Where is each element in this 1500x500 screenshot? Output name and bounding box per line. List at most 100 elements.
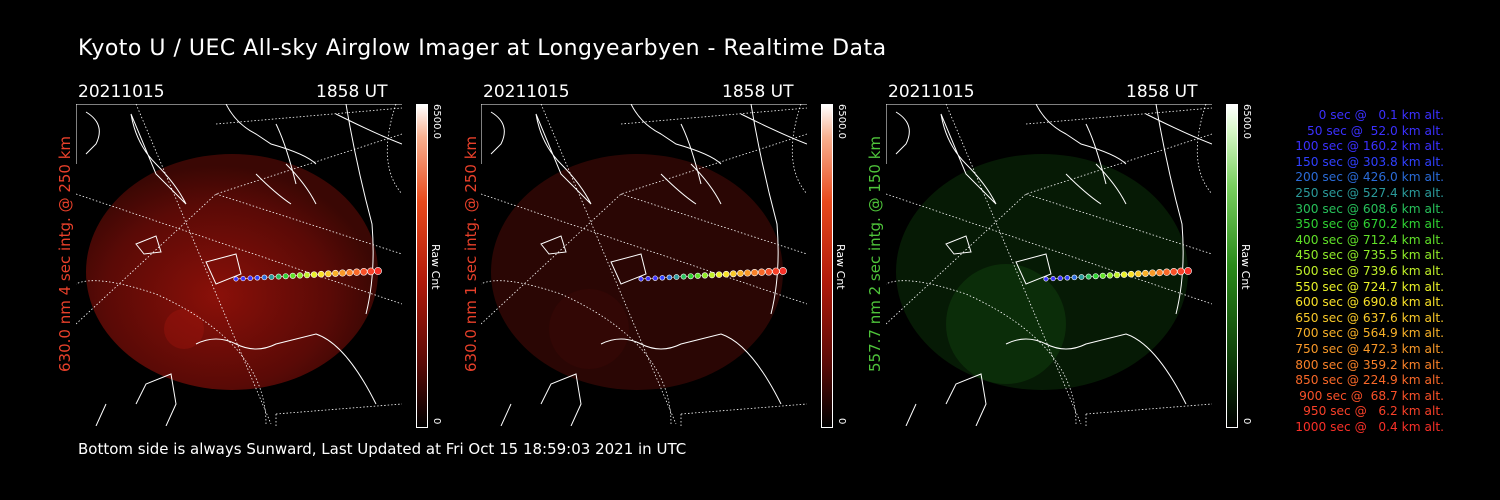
trajectory-point bbox=[743, 269, 752, 277]
trajectory-point bbox=[1170, 268, 1178, 276]
panel1-cbar-max: 6500.0 bbox=[431, 104, 442, 139]
trajectory-point bbox=[1177, 267, 1185, 276]
panel3-date: 20211015 bbox=[888, 82, 975, 102]
trajectory-point bbox=[1113, 271, 1121, 279]
trajectory-point bbox=[1141, 269, 1149, 277]
footer-status: Bottom side is always Sunward, Last Upda… bbox=[78, 440, 687, 458]
panel3-cbar-min: 0 bbox=[1241, 418, 1252, 425]
panel1-ylabel: 630.0 nm 4 sec intg. @ 250 km bbox=[56, 135, 74, 372]
trajectory-point bbox=[701, 272, 709, 279]
trajectory-point bbox=[254, 275, 261, 281]
legend-row: 0 sec @ 0.1 km alt. bbox=[1318, 108, 1444, 122]
panel2-ylabel: 630.0 nm 1 sec intg. @ 250 km bbox=[462, 135, 480, 372]
panel2-cbar-min: 0 bbox=[836, 418, 847, 425]
trajectory-point bbox=[736, 269, 744, 277]
panel2-time: 1858 UT bbox=[722, 82, 794, 102]
panel1-allsky-image bbox=[76, 104, 402, 426]
trajectory-point bbox=[638, 276, 644, 282]
panel1-cbar-min: 0 bbox=[431, 418, 442, 425]
legend-row: 950 sec @ 6.2 km alt. bbox=[1303, 404, 1444, 419]
trajectory-point bbox=[722, 270, 730, 278]
trajectory-point bbox=[1099, 272, 1106, 279]
legend-row: 250 sec @ 527.4 km alt. bbox=[1295, 185, 1444, 200]
trajectory-point bbox=[680, 273, 687, 280]
panel3-ylabel: 557.7 nm 2 sec intg. @ 150 km bbox=[866, 135, 884, 372]
trajectory-point bbox=[374, 267, 382, 275]
trajectory-point bbox=[750, 268, 759, 277]
panel1-trajectory bbox=[233, 267, 382, 282]
legend-row: 450 sec @ 735.5 km alt. bbox=[1295, 248, 1444, 263]
legend-row: 400 sec @ 712.4 km alt. bbox=[1295, 232, 1444, 247]
page-title: Kyoto U / UEC All-sky Airglow Imager at … bbox=[78, 36, 887, 61]
trajectory-point bbox=[652, 275, 658, 281]
panel1-colorbar bbox=[416, 104, 428, 428]
trajectory-point bbox=[708, 271, 716, 279]
legend-row: 200 sec @ 426.0 km alt. bbox=[1295, 170, 1444, 185]
trajectory-point bbox=[1092, 273, 1099, 280]
trajectory-point bbox=[324, 270, 332, 278]
legend-row: 500 sec @ 739.6 km alt. bbox=[1295, 263, 1444, 278]
trajectory-point bbox=[1057, 275, 1063, 281]
trajectory-point bbox=[331, 269, 339, 277]
trajectory-point bbox=[233, 276, 239, 282]
trajectory-point bbox=[1106, 272, 1114, 279]
trajectory-point bbox=[303, 271, 311, 279]
panel1-date: 20211015 bbox=[78, 82, 165, 102]
trajectory-point bbox=[1043, 276, 1049, 282]
legend-row: 550 sec @ 724.7 km alt. bbox=[1295, 279, 1444, 294]
panel2-date: 20211015 bbox=[483, 82, 570, 102]
panel3-allsky-image bbox=[886, 104, 1212, 426]
panel2-trajectory bbox=[638, 267, 787, 282]
trajectory-point bbox=[779, 267, 787, 275]
trajectory-point bbox=[1155, 268, 1164, 277]
trajectory-point bbox=[360, 268, 368, 276]
trajectory-point bbox=[1184, 267, 1192, 275]
panel2-colorbar bbox=[821, 104, 833, 428]
trajectory-point bbox=[367, 267, 375, 276]
trajectory-point bbox=[729, 270, 737, 278]
trajectory-point bbox=[758, 268, 766, 276]
legend-row: 700 sec @ 564.9 km alt. bbox=[1295, 326, 1444, 341]
legend-row: 1000 sec @ 0.4 km alt. bbox=[1295, 419, 1444, 434]
legend-row: 650 sec @ 637.6 km alt. bbox=[1295, 310, 1444, 325]
trajectory-point bbox=[715, 271, 723, 278]
trajectory-point bbox=[1064, 275, 1071, 281]
trajectory-point bbox=[317, 270, 325, 278]
trajectory-point bbox=[659, 275, 666, 281]
trajectory-point bbox=[673, 274, 680, 280]
trajectory-point bbox=[1085, 273, 1092, 280]
trajectory-point bbox=[1148, 269, 1157, 277]
panel3-time: 1858 UT bbox=[1126, 82, 1198, 102]
panel3-trajectory bbox=[1043, 267, 1192, 282]
trajectory-point bbox=[296, 272, 304, 279]
panel3-colorbar bbox=[1226, 104, 1238, 428]
trajectory-point bbox=[1163, 268, 1171, 276]
panel2-cbar-max: 6500.0 bbox=[836, 104, 847, 139]
panel3-cbar-unit: Raw Cnt bbox=[1239, 244, 1252, 290]
trajectory-point bbox=[645, 276, 651, 282]
trajectory-point bbox=[765, 268, 773, 276]
legend-row: 600 sec @ 690.8 km alt. bbox=[1295, 295, 1444, 310]
altitude-legend: 0 sec @ 0.1 km alt. 50 sec @ 52.0 km alt.… bbox=[1295, 108, 1444, 435]
trajectory-point bbox=[240, 276, 246, 282]
panel3-cbar-max: 6500.0 bbox=[1241, 104, 1252, 139]
trajectory-point bbox=[289, 272, 296, 279]
trajectory-point bbox=[353, 268, 361, 276]
legend-row: 100 sec @ 160.2 km alt. bbox=[1295, 139, 1444, 154]
trajectory-point bbox=[687, 273, 694, 280]
trajectory-point bbox=[1120, 271, 1128, 278]
trajectory-point bbox=[694, 272, 701, 279]
legend-row: 350 sec @ 670.2 km alt. bbox=[1295, 217, 1444, 232]
trajectory-point bbox=[275, 273, 282, 280]
panel2-allsky-image bbox=[481, 104, 807, 426]
trajectory-point bbox=[772, 267, 780, 276]
panel1-cbar-unit: Raw Cnt bbox=[429, 244, 442, 290]
trajectory-point bbox=[247, 275, 253, 281]
trajectory-point bbox=[338, 269, 347, 277]
trajectory-point bbox=[1050, 276, 1056, 282]
trajectory-point bbox=[1078, 274, 1085, 280]
trajectory-point bbox=[345, 268, 354, 277]
legend-row: 150 sec @ 303.8 km alt. bbox=[1295, 154, 1444, 169]
trajectory-point bbox=[1134, 270, 1142, 278]
legend-row: 750 sec @ 472.3 km alt. bbox=[1295, 341, 1444, 356]
